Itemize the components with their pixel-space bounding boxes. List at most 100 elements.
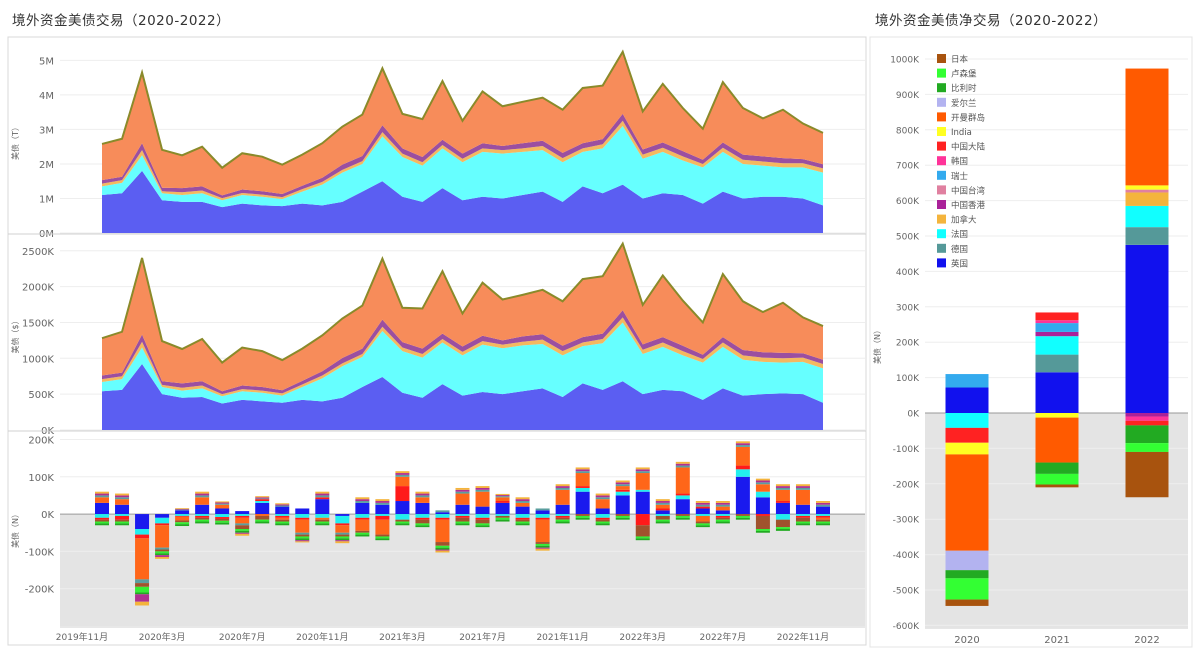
legend-label: 瑞士: [951, 171, 969, 182]
bar-日本: [435, 542, 450, 546]
bar-法国: [335, 515, 350, 524]
bar-德国: [275, 505, 290, 507]
bar-加拿大: [535, 548, 550, 551]
bar-2021-瑞士: [1035, 323, 1079, 332]
bar-德国: [155, 547, 170, 550]
bar-英国: [715, 510, 730, 515]
bar-英国: [816, 506, 830, 515]
bar-德国: [515, 501, 530, 503]
right-bar-chart: -600K -500K -400K -300K -200K -100K 0K 100K 200K…: [869, 36, 1193, 648]
bar-开曼群岛: [415, 497, 430, 503]
bar-比利时: [415, 525, 430, 528]
bar-日本: [635, 525, 650, 537]
bar-中国大陆: [395, 486, 410, 502]
bar-德国: [135, 579, 150, 584]
bar-中国香港: [455, 489, 470, 492]
bar-法国: [515, 514, 530, 518]
bar-2022-中国台湾: [1125, 189, 1169, 193]
bar-中国大陆: [795, 515, 810, 518]
bar-法国: [695, 514, 710, 516]
bar-日本: [775, 519, 790, 528]
bar-中国香港: [415, 493, 430, 496]
bar-中国大陆: [435, 517, 450, 520]
bar-中国大陆: [115, 515, 130, 520]
bar-法国: [655, 514, 670, 516]
bar-日本: [115, 519, 130, 522]
bar-法国: [715, 514, 730, 516]
bar-加拿大: [255, 496, 270, 498]
bar-2022-中国香港: [1125, 413, 1169, 417]
bar-卢森堡: [515, 521, 530, 524]
bar-日本: [95, 519, 109, 522]
bar-法国: [355, 514, 370, 518]
bar-加拿大: [695, 501, 710, 503]
bottom-bar-chart: -200K -100K 0K 100K 200K 美债（N） 2019年11月 2020年3月…: [10, 435, 865, 643]
bar-比利时: [816, 523, 830, 526]
bar-2021-德国: [1035, 354, 1079, 373]
area-法国: [102, 322, 823, 404]
bar-英国: [515, 506, 530, 515]
bar-卢森堡: [375, 536, 390, 539]
legend-swatch-比利时: [937, 83, 946, 93]
bar-英国: [115, 504, 130, 515]
y-tick-label: 900K: [896, 91, 920, 101]
bar-德国: [455, 491, 470, 494]
bar-德国: [775, 487, 790, 490]
bar-开曼群岛: [495, 497, 510, 502]
bar-开曼群岛: [635, 473, 650, 490]
legend-label: 中国台湾: [951, 185, 986, 196]
bar-卢森堡: [755, 529, 770, 531]
bar-日本: [655, 515, 670, 520]
bar-开曼群岛: [735, 446, 750, 466]
bar-中国香港: [115, 495, 130, 498]
bar-德国: [655, 502, 670, 505]
bar-卢森堡: [215, 520, 230, 523]
bar-开曼群岛: [575, 473, 590, 487]
bar-开曼群岛: [135, 538, 150, 580]
bar-中国香港: [255, 497, 270, 499]
bar-法国: [675, 495, 690, 500]
bar-日本: [355, 530, 370, 533]
bar-加拿大: [515, 497, 530, 500]
bar-德国: [595, 497, 610, 500]
total-line: [101, 49, 824, 170]
bar-中国香港: [675, 463, 690, 466]
bar-中国大陆: [315, 497, 330, 500]
y-tick-label: 600K: [896, 197, 920, 207]
bar-加拿大: [595, 493, 610, 496]
y-tick-label: 5M: [39, 56, 54, 67]
bar-德国: [475, 489, 490, 492]
bar-比利时: [435, 547, 450, 550]
bar-卢森堡: [115, 521, 130, 524]
legend-label: 中国香港: [951, 200, 986, 211]
bar-法国: [275, 514, 290, 516]
bar-中国大陆: [475, 517, 490, 520]
bar-加拿大: [155, 556, 170, 559]
bar-德国: [675, 465, 690, 468]
legend-swatch-英国: [937, 258, 946, 268]
bar-中国大陆: [515, 517, 530, 520]
bar-英国: [495, 502, 510, 515]
bar-英国: [255, 502, 270, 515]
bar-英国: [635, 491, 650, 515]
bar-德国: [635, 471, 650, 474]
bar-法国: [135, 529, 150, 535]
bar-中国大陆: [816, 515, 830, 518]
bar-中国香港: [355, 499, 370, 502]
bar-比利时: [255, 521, 270, 524]
bar-开曼群岛: [175, 516, 190, 521]
legend-label: 比利时: [951, 83, 977, 94]
bar-英国: [775, 502, 790, 515]
bar-2022-卢森堡: [1125, 443, 1169, 452]
bar-德国: [415, 495, 430, 498]
bar-卢森堡: [675, 515, 690, 518]
bar-开曼群岛: [255, 514, 270, 516]
bar-英国: [435, 512, 450, 515]
bar-卢森堡: [335, 536, 350, 539]
bar-英国: [275, 506, 290, 515]
total-line: [101, 241, 824, 364]
bar-卢森堡: [555, 519, 570, 522]
bar-中国香港: [615, 482, 630, 485]
bar-开曼群岛: [455, 493, 470, 505]
